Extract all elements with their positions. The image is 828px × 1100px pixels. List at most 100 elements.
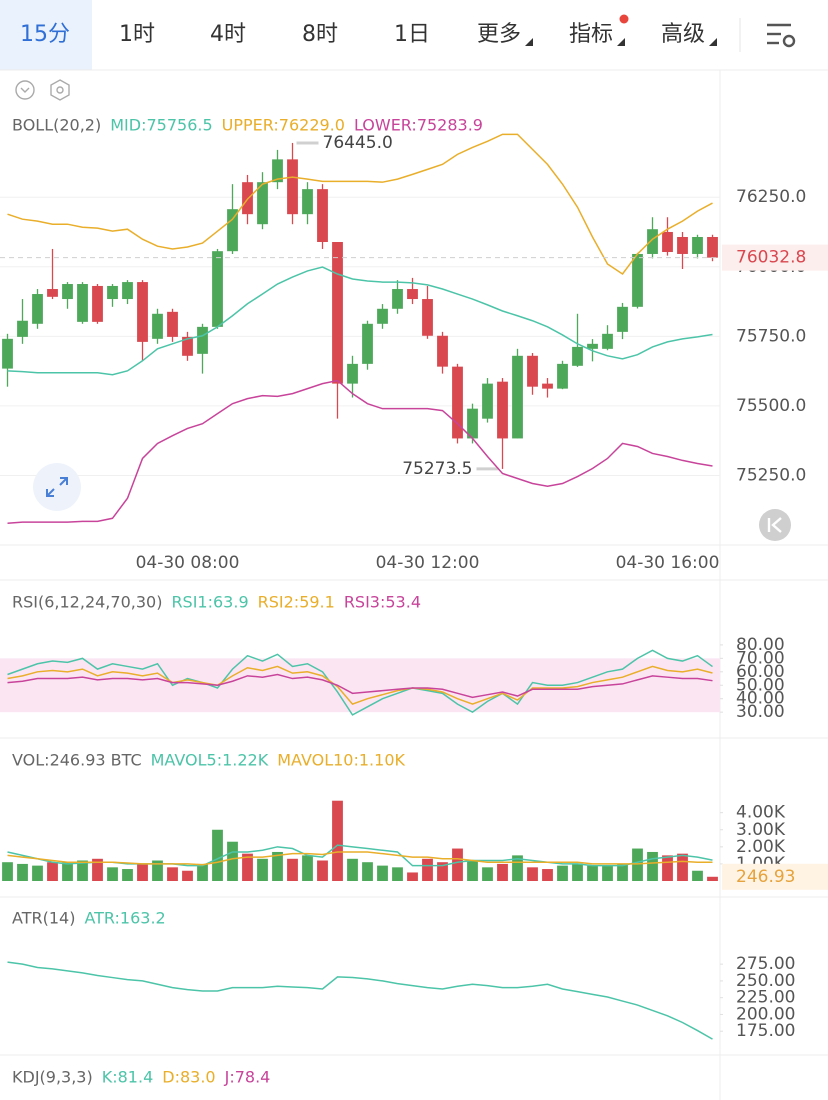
volume-bar xyxy=(62,862,73,881)
legend-entry: UPPER:76229.0 xyxy=(222,116,345,135)
candle-body xyxy=(422,299,433,336)
collapse-icon[interactable] xyxy=(15,80,35,100)
panel-title: KDJ(9,3,3) xyxy=(12,1068,93,1087)
y-tick-label: 76250.0 xyxy=(736,187,806,207)
y-tick-label: 250.00 xyxy=(736,971,795,991)
candle-body xyxy=(317,189,328,243)
volume-bar xyxy=(512,855,523,881)
tab[interactable]: 1日 xyxy=(394,22,430,47)
y-tick-label: 80.00 xyxy=(736,635,785,655)
candle-body xyxy=(167,311,178,337)
volume-bar xyxy=(467,860,478,881)
candle-body xyxy=(362,323,373,364)
candle-body xyxy=(437,335,448,367)
y-tick-label: 2.00K xyxy=(736,837,786,857)
candle-body xyxy=(2,338,13,369)
volume-bar xyxy=(587,865,598,881)
candle-body xyxy=(512,355,523,439)
legend-entry: MAVOL10:1.10K xyxy=(277,751,405,770)
tab[interactable]: 1时 xyxy=(119,22,155,47)
line-series xyxy=(7,379,713,525)
volume-bar xyxy=(227,841,238,881)
candle-body xyxy=(77,284,88,322)
candle-body xyxy=(662,231,673,253)
volume-bar xyxy=(182,870,193,881)
candle-body xyxy=(32,294,43,324)
legend-entry: MID:75756.5 xyxy=(110,116,212,135)
volume-bar xyxy=(377,865,388,881)
tab[interactable]: 更多 xyxy=(477,22,521,47)
legend-entry: J:78.4 xyxy=(224,1068,271,1087)
x-tick-label: 04-30 08:00 xyxy=(136,553,240,573)
volume-bar xyxy=(557,865,568,881)
scroll-latest-button[interactable] xyxy=(759,509,791,541)
tab[interactable]: 15分 xyxy=(20,22,70,47)
dropdown-caret xyxy=(525,38,533,46)
candle-body xyxy=(497,381,508,439)
volume-bar xyxy=(2,862,13,881)
annotation-label: 76445.0 xyxy=(323,133,393,153)
candle-body xyxy=(332,242,343,384)
last-price-tag xyxy=(722,863,828,890)
candle-body xyxy=(467,408,478,439)
settings-icon[interactable] xyxy=(767,23,796,48)
legend-entry: ATR:163.2 xyxy=(84,909,165,928)
expand-button[interactable] xyxy=(33,463,81,511)
plot-layer: BOLL(20,2) MID:75756.5 UPPER:76229.0 LOWER:… xyxy=(0,116,828,1087)
y-tick-label: 225.00 xyxy=(736,988,795,1008)
tab[interactable]: 8时 xyxy=(302,22,338,47)
candle-body xyxy=(692,236,703,254)
volume-bar xyxy=(347,858,358,881)
y-tick-label: 175.00 xyxy=(736,1021,795,1041)
volume-bar xyxy=(332,800,343,881)
volume-bar xyxy=(392,867,403,881)
candle-body xyxy=(122,282,133,300)
volume-bar xyxy=(407,872,418,881)
volume-bar xyxy=(542,869,553,881)
tab[interactable]: 指标 xyxy=(569,22,613,47)
candle-body xyxy=(92,285,103,322)
volume-bar xyxy=(572,863,583,881)
volume-bar xyxy=(422,858,433,881)
x-tick-label: 04-30 12:00 xyxy=(376,553,480,573)
volume-bar xyxy=(32,865,43,881)
x-tick-label: 04-30 16:00 xyxy=(616,553,720,573)
y-tick-label: 4.00K xyxy=(736,803,786,823)
volume-bar xyxy=(692,870,703,881)
line-series xyxy=(7,133,713,276)
line-series xyxy=(7,649,713,716)
candle-body xyxy=(587,343,598,349)
candle-body xyxy=(392,289,403,309)
settings-hex-icon[interactable] xyxy=(50,79,70,101)
legend-entry: RSI1:63.9 xyxy=(171,593,248,612)
volume-bar xyxy=(212,829,223,881)
volume-bar xyxy=(437,862,448,881)
candle-body xyxy=(377,308,388,324)
volume-bar xyxy=(497,863,508,881)
candle-body xyxy=(557,363,568,389)
volume-bar xyxy=(167,867,178,881)
volume-bar xyxy=(527,867,538,881)
candle-body xyxy=(617,306,628,332)
volume-bar xyxy=(137,863,148,881)
y-tick-label: 50.00 xyxy=(736,675,785,695)
volume-bar xyxy=(662,855,673,881)
candle-body xyxy=(107,285,118,300)
badge-dot xyxy=(619,14,629,24)
last-price-tag xyxy=(722,244,828,271)
volume-bar xyxy=(452,848,463,881)
volume-bar xyxy=(77,860,88,881)
volume-bar xyxy=(617,863,628,881)
candle-body xyxy=(602,333,613,349)
candle-body xyxy=(677,236,688,254)
candle-body xyxy=(152,313,163,339)
legend-entry: RSI3:53.4 xyxy=(344,593,421,612)
volume-bar xyxy=(242,853,253,881)
tab[interactable]: 4时 xyxy=(210,22,246,47)
tab[interactable]: 高级 xyxy=(661,22,705,47)
legend-entry: LOWER:75283.9 xyxy=(354,116,483,135)
volume-bar xyxy=(482,867,493,881)
candle-body xyxy=(527,355,538,387)
volume-bar xyxy=(677,853,688,881)
